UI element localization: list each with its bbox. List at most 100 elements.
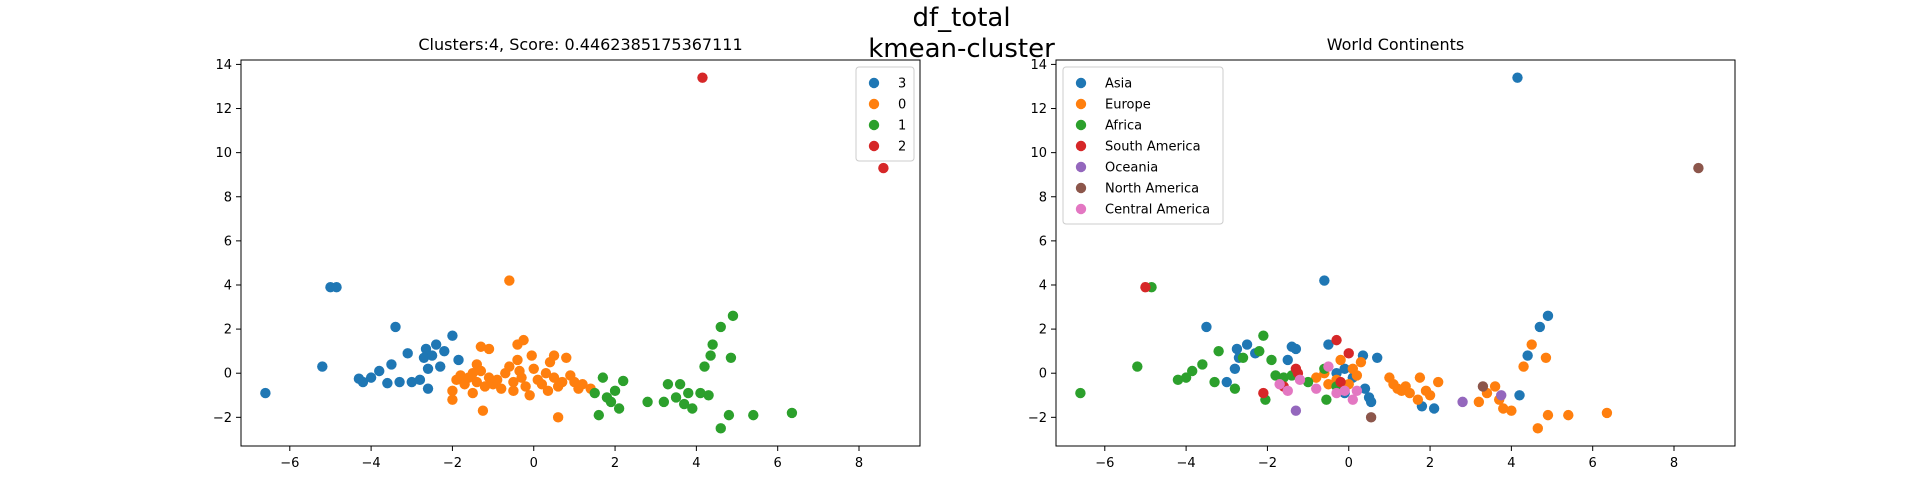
legend-marker <box>1075 119 1087 131</box>
data-point-series-1 <box>483 343 495 355</box>
legend-marker <box>1075 77 1087 89</box>
y-tick-label: 6 <box>1039 234 1047 249</box>
legend-label: North America <box>1105 182 1199 197</box>
data-point-series-6 <box>1331 387 1342 399</box>
data-point-series-3 <box>878 162 889 174</box>
data-point-series-2 <box>593 409 604 421</box>
data-point-series-0 <box>1323 339 1334 350</box>
y-tick-label: 2 <box>224 323 232 338</box>
data-point-series-0 <box>382 377 393 389</box>
x-tick-label: 6 <box>774 456 782 471</box>
y-tick-label: 0 <box>224 367 232 382</box>
data-point-series-2 <box>1180 372 1192 383</box>
y-tick-label: 14 <box>1030 58 1047 73</box>
data-point-series-2 <box>662 379 674 390</box>
legend-marker <box>1075 98 1087 110</box>
data-point-series-2 <box>597 372 609 383</box>
data-point-series-1 <box>1424 390 1436 401</box>
chart-title: Clusters:4, Score: 0.4462385175367111 <box>418 35 742 54</box>
data-point-series-0 <box>422 383 434 394</box>
data-point-series-0 <box>1229 363 1241 374</box>
x-tick-label: 2 <box>1426 456 1434 471</box>
data-point-series-6 <box>1282 385 1293 397</box>
data-point-series-1 <box>1335 354 1346 366</box>
data-point-series-2 <box>705 350 716 361</box>
data-point-series-2 <box>786 407 798 419</box>
chart-title: World Continents <box>1327 35 1465 54</box>
y-tick-label: 4 <box>1039 278 1047 293</box>
data-point-series-1 <box>1414 372 1426 383</box>
data-point-series-0 <box>1319 275 1330 286</box>
data-point-series-1 <box>524 390 535 401</box>
legend-marker <box>1075 161 1087 173</box>
data-point-series-1 <box>1518 361 1529 372</box>
data-point-series-0 <box>1241 339 1253 350</box>
y-tick-label: 10 <box>1030 146 1047 161</box>
data-point-series-2 <box>605 396 617 408</box>
data-point-series-0 <box>1534 321 1546 333</box>
data-point-series-2 <box>1197 359 1208 370</box>
data-point-series-1 <box>477 405 489 416</box>
data-point-series-3 <box>697 72 708 83</box>
x-tick-label: −2 <box>1258 456 1277 471</box>
data-point-series-1 <box>1351 370 1363 381</box>
data-point-series-2 <box>670 392 682 403</box>
data-point-series-2 <box>683 387 694 399</box>
figure-title-line-1: df_total <box>912 3 1011 33</box>
data-point-series-2 <box>748 409 759 421</box>
plot-frame <box>240 59 921 447</box>
x-tick-label: 0 <box>1345 456 1353 471</box>
data-point-series-1 <box>508 385 519 397</box>
data-point-series-2 <box>1187 365 1198 377</box>
data-point-series-2 <box>1258 330 1269 341</box>
x-tick-label: 2 <box>611 456 619 471</box>
data-point-series-1 <box>1601 407 1613 419</box>
data-point-series-1 <box>1506 405 1517 416</box>
data-point-series-0 <box>1365 396 1377 408</box>
y-tick-label: 8 <box>1039 190 1047 205</box>
data-point-series-1 <box>1542 409 1554 421</box>
x-tick-label: −4 <box>1177 456 1196 471</box>
data-point-series-6 <box>1311 383 1322 394</box>
legend-marker <box>1075 203 1087 215</box>
data-point-series-3 <box>1140 281 1151 293</box>
data-point-series-0 <box>402 348 413 359</box>
data-point-series-1 <box>518 334 529 346</box>
x-tick-label: 8 <box>855 456 863 471</box>
data-point-series-1 <box>1323 379 1334 390</box>
data-point-series-0 <box>374 365 385 377</box>
legend-marker <box>868 119 880 131</box>
data-point-series-3 <box>1331 334 1342 346</box>
data-point-series-1 <box>475 365 487 377</box>
data-point-series-1 <box>1532 423 1544 434</box>
data-point-series-2 <box>642 396 653 408</box>
data-point-series-2 <box>1172 374 1184 386</box>
data-point-series-0 <box>390 321 401 333</box>
data-point-series-0 <box>1221 376 1232 388</box>
data-point-series-1 <box>467 368 478 379</box>
data-point-series-0 <box>447 330 458 341</box>
x-tick-label: −6 <box>280 456 299 471</box>
data-point-series-5 <box>1477 381 1489 392</box>
x-tick-label: 6 <box>1589 456 1597 471</box>
data-point-series-6 <box>1351 385 1363 397</box>
data-point-series-0 <box>426 350 438 361</box>
y-tick-label: 12 <box>1030 102 1047 117</box>
x-tick-label: −4 <box>362 456 381 471</box>
data-point-series-1 <box>1473 396 1485 408</box>
legend-marker <box>868 77 880 89</box>
y-tick-label: 10 <box>215 146 232 161</box>
data-point-series-1 <box>447 385 458 397</box>
data-point-series-0 <box>1201 321 1212 333</box>
data-point-series-1 <box>471 376 483 388</box>
data-point-series-3 <box>1258 387 1269 399</box>
x-tick-label: −6 <box>1095 456 1114 471</box>
data-point-series-1 <box>577 379 588 390</box>
data-point-series-6 <box>1339 385 1350 397</box>
legend-label: 1 <box>898 119 906 134</box>
y-tick-label: −2 <box>213 411 232 426</box>
data-point-series-2 <box>1302 376 1314 388</box>
data-point-series-5 <box>1365 412 1377 423</box>
legend-label: 3 <box>898 77 906 92</box>
